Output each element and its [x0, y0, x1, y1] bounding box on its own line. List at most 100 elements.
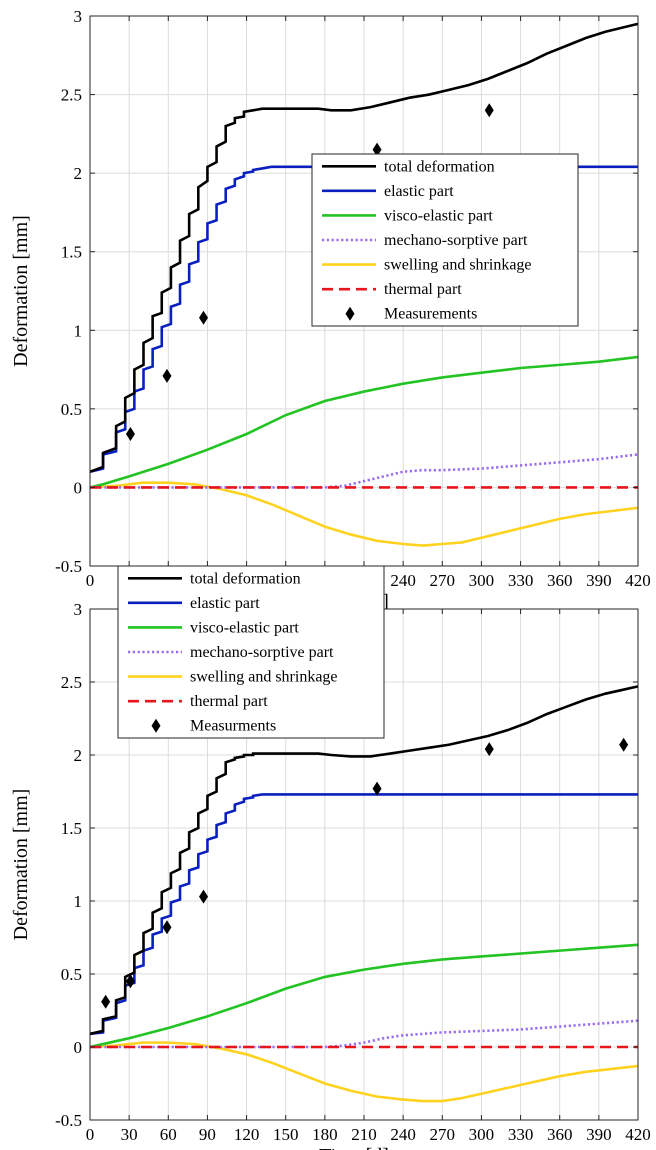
x-axis: 0 30 60 90 120 150 180 210 240 270 300 330 360 390 420 [86, 609, 651, 1144]
measurement-marker [484, 103, 494, 118]
measurement-marker [619, 737, 629, 752]
y-axis-label: Deformation [mm] [10, 215, 32, 367]
measurement-marker [125, 974, 135, 989]
y-tick-label: 1.5 [61, 243, 82, 262]
series-line-elastic-part [90, 165, 638, 473]
y-tick-label: 0.5 [61, 400, 82, 419]
legend: total deformation elastic part visco-elast… [117, 565, 385, 739]
x-tick-label: 60 [160, 1125, 177, 1144]
x-tick-label: 0 [86, 571, 95, 590]
measurement-marker [101, 994, 111, 1009]
x-tick-label: 120 [234, 1125, 260, 1144]
y-tick-label: 0 [74, 1038, 83, 1057]
x-tick-label: 300 [469, 1125, 495, 1144]
legend-item-elastic-part: elastic part [322, 183, 454, 200]
x-tick-label: 360 [547, 571, 573, 590]
x-tick-label: 270 [430, 571, 456, 590]
measurement-marker [199, 310, 209, 325]
legend-item-visco-elastic-part: visco-elastic part [322, 207, 493, 224]
y-tick-label: -0.5 [55, 557, 82, 576]
y-axis: -0.5 0 0.5 1 1.5 2 2.5 3 [55, 600, 638, 1130]
legend-marker [345, 306, 355, 321]
x-tick-label: 240 [390, 571, 416, 590]
y-tick-label: 2 [74, 746, 83, 765]
legend-label: elastic part [190, 595, 260, 612]
x-tick-label: 390 [586, 1125, 612, 1144]
legend-label: visco-elastic part [384, 207, 493, 224]
legend-label: swelling and shrinkage [190, 669, 338, 686]
x-tick-label: 420 [625, 571, 651, 590]
x-tick-label: 90 [199, 1125, 216, 1144]
chart-2: 0 30 60 90 120 150 180 210 240 270 300 330 360 390 420… [10, 565, 651, 1150]
legend-label: thermal part [384, 281, 462, 298]
x-tick-label: 180 [312, 1125, 338, 1144]
y-tick-label: 1 [74, 892, 83, 911]
x-tick-label: 0 [86, 1125, 95, 1144]
measurement-marker [199, 889, 209, 904]
y-tick-label: 1.5 [61, 819, 82, 838]
series-line-total-deformation [90, 22, 638, 473]
legend-item-swelling-and-shrinkage: swelling and shrinkage [322, 257, 532, 274]
legend-item-total-deformation: total deformation [322, 158, 495, 175]
x-tick-label: 240 [390, 1125, 416, 1144]
series-line-swelling-and-shrinkage [90, 481, 638, 547]
series-line-mechano-sorptive-part [90, 453, 638, 489]
x-tick-label: 30 [121, 1125, 138, 1144]
x-tick-label: 150 [273, 1125, 299, 1144]
legend-label: thermal part [190, 693, 268, 710]
x-tick-label: 390 [586, 571, 612, 590]
legend-item-visco-elastic-part: visco-elastic part [128, 619, 299, 636]
y-axis: -0.5 0 0.5 1 1.5 2 2.5 3 [55, 7, 638, 576]
measurement-marker [125, 427, 135, 441]
x-axis-label: Time [d] [319, 1145, 389, 1150]
legend-item-swelling-and-shrinkage: swelling and shrinkage [128, 669, 338, 686]
chart-1: 0306090120150180210240270300330360390420… [10, 7, 651, 613]
legend-item-thermal-part: thermal part [128, 693, 268, 710]
legend-item-elastic-part: elastic part [128, 595, 260, 612]
legend-label: total deformation [384, 158, 495, 175]
legend-item-thermal-part: thermal part [322, 281, 462, 298]
legend-marker [151, 718, 161, 733]
legend-label: Measurments [190, 718, 276, 735]
y-tick-label: 2 [74, 164, 83, 183]
series-line-mechano-sorptive-part [90, 1019, 638, 1049]
series-layer [90, 685, 638, 1103]
legend-item-measurments: Measurments [151, 718, 276, 735]
x-tick-label: 210 [351, 1125, 377, 1144]
measurement-marker [372, 781, 382, 796]
y-tick-label: 0.5 [61, 965, 82, 984]
x-tick-label: 360 [547, 1125, 573, 1144]
measurement-marker [162, 920, 172, 935]
series-measurments [101, 737, 629, 1009]
series-line-visco-elastic-part [90, 943, 638, 1049]
legend-label: elastic part [384, 183, 454, 200]
y-tick-label: 3 [74, 600, 83, 619]
legend-label: visco-elastic part [190, 619, 299, 636]
legend-item-measurements: Measurements [345, 306, 477, 323]
y-tick-label: 1 [74, 321, 83, 340]
series-line-visco-elastic-part [90, 355, 638, 489]
y-tick-label: 2.5 [61, 86, 82, 105]
legend-label: mechano-sorptive part [190, 644, 334, 661]
series-layer [90, 22, 638, 547]
measurement-marker [372, 142, 382, 157]
legend: total deformation elastic part visco-elast… [311, 153, 579, 327]
legend-item-mechano-sorptive-part: mechano-sorptive part [322, 232, 528, 249]
y-tick-label: 0 [74, 478, 83, 497]
legend-item-total-deformation: total deformation [128, 570, 301, 587]
measurement-marker [162, 368, 172, 383]
series-measurements [125, 103, 494, 441]
y-tick-label: 3 [74, 7, 83, 26]
x-tick-label: 330 [508, 571, 534, 590]
y-tick-label: 2.5 [61, 673, 82, 692]
series-line-swelling-and-shrinkage [90, 1041, 638, 1103]
y-tick-label: -0.5 [55, 1111, 82, 1130]
legend-label: Measurements [384, 306, 477, 323]
legend-label: mechano-sorptive part [384, 232, 528, 249]
measurement-marker [484, 742, 494, 757]
x-tick-label: 270 [430, 1125, 456, 1144]
y-axis-label: Deformation [mm] [10, 789, 32, 941]
legend-item-mechano-sorptive-part: mechano-sorptive part [128, 644, 334, 661]
x-tick-label: 300 [469, 571, 495, 590]
